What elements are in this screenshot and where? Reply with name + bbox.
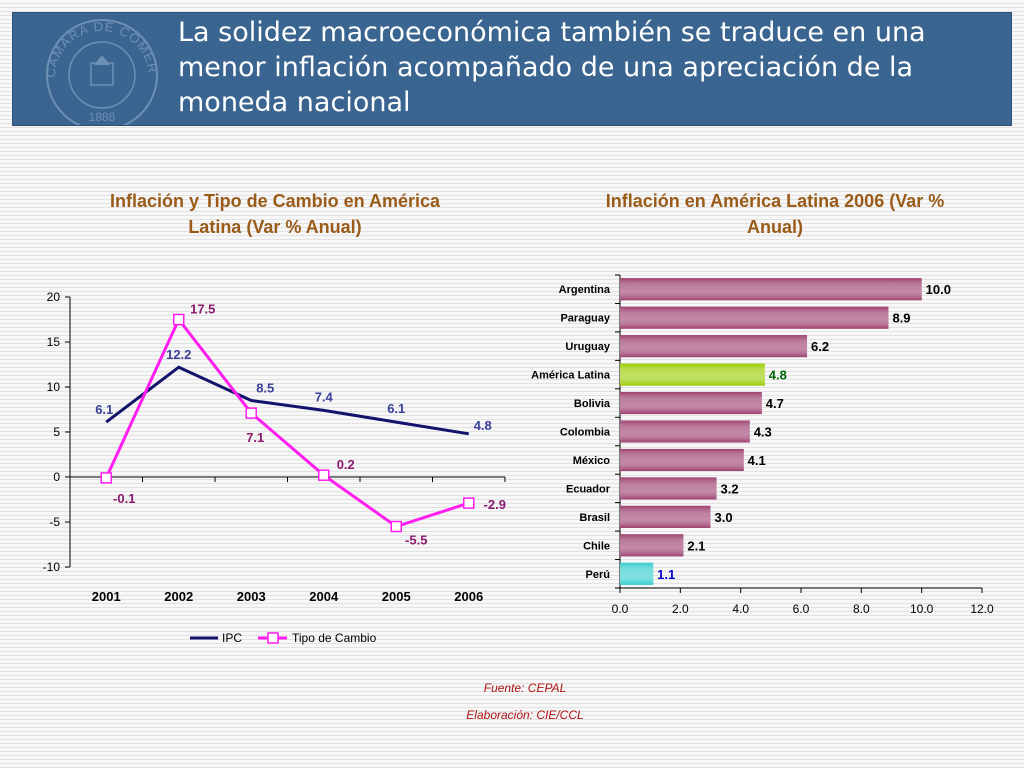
data-label: -5.5	[405, 533, 427, 548]
x-tick-label: 2006	[454, 589, 483, 604]
bar-shading	[620, 420, 750, 443]
data-label: 4.7	[766, 396, 784, 411]
y-tick-label: -10	[43, 560, 61, 574]
tipo-de-cambio-marker	[245, 407, 257, 419]
bar	[620, 420, 750, 443]
bar	[620, 392, 762, 415]
bar-chart-title: Inflación en América Latina 2006 (Var % …	[605, 191, 945, 237]
x-tick-label: 8.0	[853, 602, 870, 616]
category-label: Colombia	[560, 427, 611, 439]
data-label: 4.1	[748, 453, 766, 468]
tipo-de-cambio-marker	[463, 497, 475, 509]
data-label: 4.8	[769, 368, 787, 383]
category-label: México	[573, 455, 611, 467]
data-label: 7.4	[315, 389, 334, 404]
data-label: 7.1	[246, 430, 264, 445]
y-tick-label: 15	[47, 335, 61, 349]
bar-shading	[620, 477, 717, 500]
bar-shading	[620, 335, 808, 358]
data-label: 3.2	[721, 481, 739, 496]
data-label: 6.1	[95, 402, 113, 417]
x-tick-label: 2004	[309, 589, 339, 604]
data-label: 4.8	[474, 418, 492, 433]
bar	[620, 534, 684, 557]
bar	[620, 278, 922, 301]
bar-shading	[620, 278, 922, 301]
tipo-de-cambio-marker	[173, 313, 185, 326]
y-tick-label: 0	[53, 470, 60, 484]
seal-year: 1888	[89, 110, 116, 124]
bar-shading	[620, 448, 744, 471]
data-label: 8.5	[256, 381, 274, 396]
category-label: Paraguay	[560, 313, 610, 325]
data-label: 6.1	[387, 401, 405, 416]
series-line-tipo-de-cambio	[104, 316, 470, 529]
data-label: 2.1	[687, 538, 705, 553]
tipo-de-cambio-marker	[390, 520, 402, 533]
slide-header: CAMARA DE COMERCIO DE LIMA 1888 La solid…	[12, 12, 1012, 126]
bar-shading	[620, 534, 684, 557]
page-title: La solidez macroeconómica también se tra…	[178, 17, 926, 118]
chamber-seal-logo: CAMARA DE COMERCIO DE LIMA 1888	[27, 15, 161, 125]
y-tick-label: -5	[49, 515, 60, 529]
data-label: 4.3	[754, 425, 772, 440]
category-label: Argentina	[559, 284, 611, 296]
data-label: 17.5	[190, 302, 215, 317]
bar-shading	[620, 306, 889, 329]
bar	[620, 306, 889, 329]
x-tick-label: 12.0	[970, 602, 994, 616]
line-chart-title: Inflación y Tipo de Cambio en América La…	[109, 191, 441, 237]
seal-text: CAMARA DE COMERCIO DE LIMA	[27, 15, 160, 78]
bar	[620, 335, 808, 358]
source-note: Fuente: CEPAL	[483, 681, 567, 695]
data-label: -0.1	[113, 491, 135, 506]
bar	[620, 477, 717, 500]
x-tick-label: 2001	[92, 589, 121, 604]
svg-text:CAMARA DE COMERCIO DE LIMA: CAMARA DE COMERCIO DE LIMA	[27, 15, 161, 78]
y-tick-label: 10	[47, 380, 61, 394]
data-label: -2.9	[484, 497, 506, 512]
category-label: Uruguay	[565, 341, 611, 353]
legend-ipc-label: IPC	[222, 631, 242, 645]
x-tick-label: 2002	[164, 589, 193, 604]
tipo-de-cambio-marker	[318, 469, 330, 481]
bar-shading	[620, 505, 711, 528]
bar	[620, 562, 654, 585]
series-line-ipc	[105, 365, 469, 436]
category-label: Bolivia	[574, 398, 611, 410]
x-tick-label: 2.0	[672, 602, 689, 616]
x-tick-label: 4.0	[732, 602, 749, 616]
x-tick-label: 2005	[382, 589, 411, 604]
data-label: 3.0	[715, 510, 733, 525]
legend-tipo-marker	[267, 632, 279, 644]
legend-tipo-label: Tipo de Cambio	[292, 631, 377, 645]
x-tick-label: 0.0	[612, 602, 629, 616]
bar-shading	[620, 363, 765, 386]
category-label: América Latina	[531, 370, 611, 382]
bar-shading	[620, 392, 762, 415]
data-label: 10.0	[926, 282, 951, 297]
bar	[620, 505, 711, 528]
category-label: Perú	[586, 569, 610, 581]
data-label: 12.2	[166, 347, 191, 362]
y-tick-label: 5	[53, 425, 60, 439]
y-tick-label: 20	[47, 290, 61, 304]
data-label: 8.9	[892, 311, 910, 326]
bar	[620, 448, 744, 471]
data-label: 0.2	[337, 457, 355, 472]
bar-shading	[620, 562, 654, 585]
data-label: 6.2	[811, 339, 829, 354]
tipo-de-cambio-marker	[100, 472, 112, 484]
x-tick-label: 6.0	[793, 602, 810, 616]
category-label: Chile	[583, 540, 610, 552]
category-label: Brasil	[579, 512, 610, 524]
elaboration-note: Elaboración: CIE/CCL	[466, 708, 584, 722]
x-tick-label: 2003	[237, 589, 266, 604]
bar	[620, 363, 765, 386]
x-tick-label: 10.0	[910, 602, 934, 616]
category-label: Ecuador	[566, 483, 611, 495]
data-label: 1.1	[657, 567, 675, 582]
